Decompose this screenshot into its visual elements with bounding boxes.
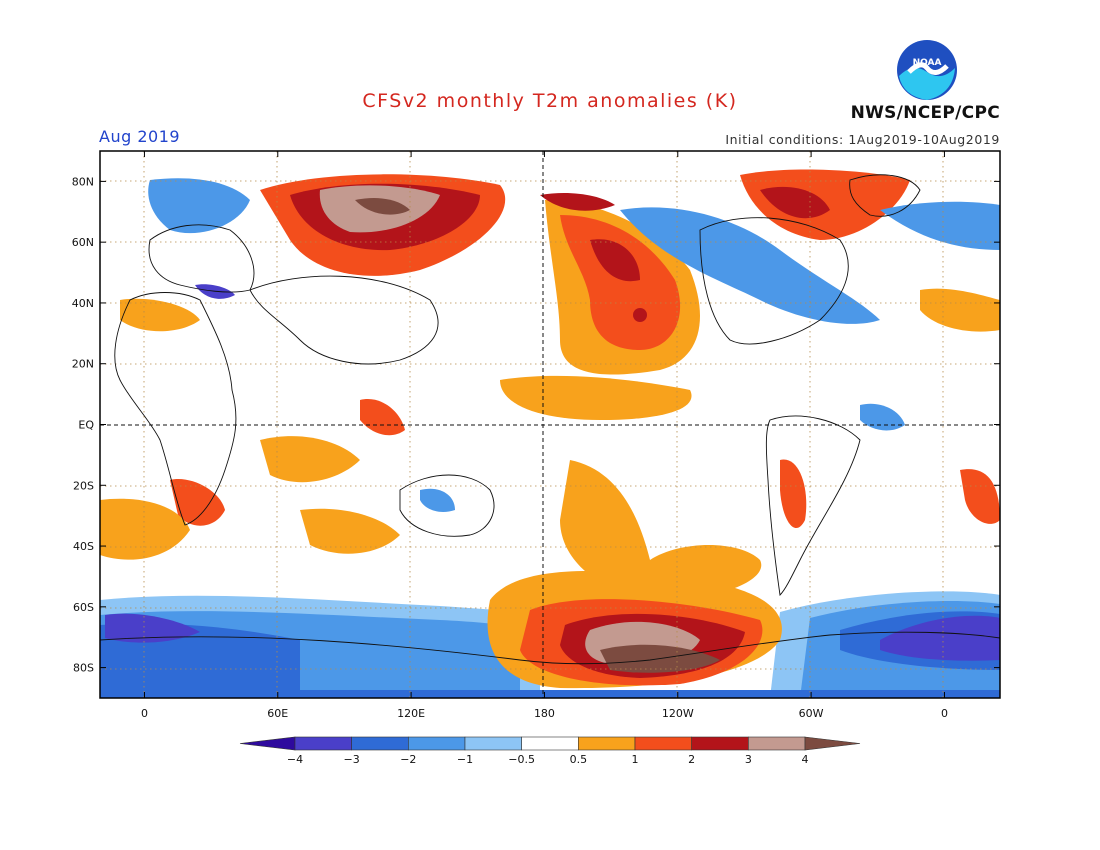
graticule xyxy=(100,151,1000,698)
lat-tick-label: EQ xyxy=(78,419,94,432)
coastlines xyxy=(100,174,1000,665)
colorbar-swatch xyxy=(748,736,806,751)
north-america-cool xyxy=(620,207,880,324)
map-title: CFSv2 monthly T2m anomalies (K) xyxy=(362,90,738,112)
colorbar-swatch xyxy=(634,736,692,751)
colorbar-swatches xyxy=(239,736,861,751)
pacific-warm-tongue xyxy=(560,460,762,600)
colorbar-swatch xyxy=(464,736,522,751)
lat-tick-label: 20S xyxy=(73,479,94,492)
latitude-axis: 80N 60N 40N 20N EQ 20S 40S 60S 80S xyxy=(72,175,1000,675)
lon-tick-label: 60E xyxy=(267,707,288,720)
colorbar-min-arrow xyxy=(239,736,296,751)
initial-conditions-label: Initial conditions: 1Aug2019-10Aug2019 xyxy=(725,132,1000,147)
colorbar-label: 0.5 xyxy=(570,753,588,766)
colorbar-label: 4 xyxy=(802,753,809,766)
colorbar-label: −3 xyxy=(344,753,360,766)
lon-tick-label: 180 xyxy=(534,707,555,720)
europe-cool xyxy=(148,178,250,234)
lon-tick-label: 120E xyxy=(397,707,425,720)
lat-tick-label: 20N xyxy=(72,358,94,371)
colorbar-label: 2 xyxy=(688,753,695,766)
colorbar-swatch xyxy=(351,736,409,751)
lon-tick-label: 0 xyxy=(941,707,948,720)
colorbar-swatch xyxy=(294,736,352,751)
lat-tick-label: 40N xyxy=(72,297,94,310)
colorbar-labels: −4 −3 −2 −1 −0.5 0.5 1 2 3 4 xyxy=(287,753,809,766)
lat-tick-label: 80N xyxy=(72,175,94,188)
colorbar-max-arrow xyxy=(804,736,861,751)
colorbar-label: −2 xyxy=(400,753,416,766)
colorbar-label: −1 xyxy=(457,753,473,766)
lon-tick-label: 120W xyxy=(662,707,694,720)
colorbar-swatch xyxy=(408,736,466,751)
colorbar-swatch xyxy=(521,736,579,751)
colorbar-label: 3 xyxy=(745,753,752,766)
lat-tick-label: 60S xyxy=(73,601,94,614)
colorbar-label: −0.5 xyxy=(508,753,535,766)
lat-tick-label: 40S xyxy=(73,540,94,553)
lon-tick-label: 60W xyxy=(799,707,824,720)
south-africa-warm xyxy=(170,479,225,526)
agency-label: NWS/NCEP/CPC xyxy=(850,103,1000,123)
lat-tick-label: 60N xyxy=(72,236,94,249)
colorbar-swatch xyxy=(578,736,636,751)
colorbar-label: −4 xyxy=(287,753,303,766)
lat-tick-label: 80S xyxy=(73,662,94,675)
colorbar-label: 1 xyxy=(632,753,639,766)
valid-month-label: Aug 2019 xyxy=(99,127,181,146)
longitude-axis: 0 60E 120E 180 120W 60W 0 xyxy=(141,151,948,720)
noaa-logo: NOAA xyxy=(897,40,957,100)
lon-tick-label: 0 xyxy=(141,707,148,720)
logo-text: NOAA xyxy=(913,58,942,68)
colorbar-swatch xyxy=(691,736,749,751)
